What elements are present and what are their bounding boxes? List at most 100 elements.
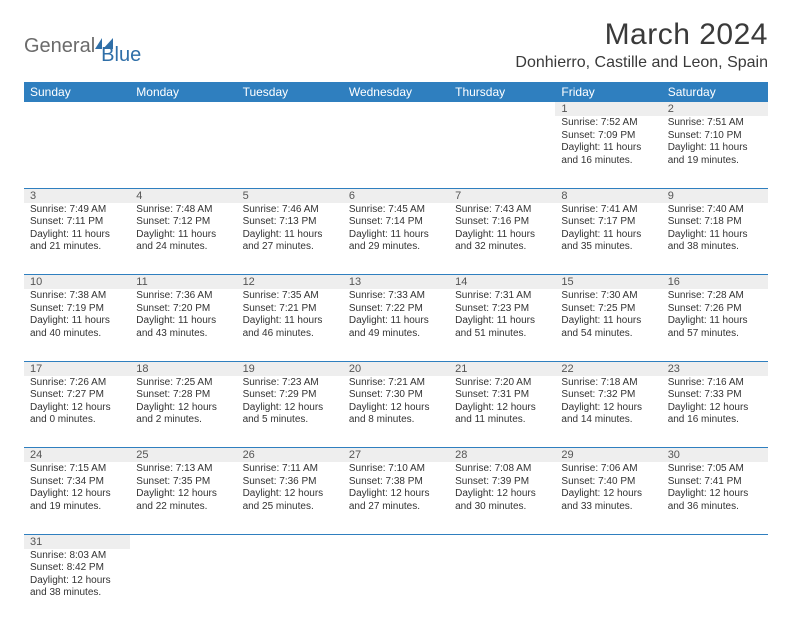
day-details: Sunrise: 7:49 AMSunset: 7:11 PMDaylight:… — [24, 203, 130, 257]
day-body-cell: Sunrise: 7:31 AMSunset: 7:23 PMDaylight:… — [449, 289, 555, 361]
day-body-cell: Sunrise: 7:30 AMSunset: 7:25 PMDaylight:… — [555, 289, 661, 361]
location: Donhierro, Castille and Leon, Spain — [515, 54, 768, 72]
day-number-cell: 4 — [130, 188, 236, 203]
day-number-cell: 11 — [130, 275, 236, 290]
day-body-cell: Sunrise: 7:13 AMSunset: 7:35 PMDaylight:… — [130, 462, 236, 534]
weekday-header-row: Sunday Monday Tuesday Wednesday Thursday… — [24, 82, 768, 102]
day-number-cell: 12 — [237, 275, 343, 290]
day-details: Sunrise: 7:21 AMSunset: 7:30 PMDaylight:… — [343, 376, 449, 430]
day-number-cell — [449, 102, 555, 116]
day-details: Sunrise: 7:23 AMSunset: 7:29 PMDaylight:… — [237, 376, 343, 430]
day-body-cell: Sunrise: 7:25 AMSunset: 7:28 PMDaylight:… — [130, 376, 236, 448]
day-body-cell: Sunrise: 8:03 AMSunset: 8:42 PMDaylight:… — [24, 549, 130, 621]
day-number-cell: 24 — [24, 448, 130, 463]
month-title: March 2024 — [515, 18, 768, 52]
day-number-row: 24252627282930 — [24, 448, 768, 463]
day-details: Sunrise: 7:45 AMSunset: 7:14 PMDaylight:… — [343, 203, 449, 257]
day-details: Sunrise: 7:52 AMSunset: 7:09 PMDaylight:… — [555, 116, 661, 170]
logo-text-general: General — [24, 35, 95, 58]
day-body-cell: Sunrise: 7:46 AMSunset: 7:13 PMDaylight:… — [237, 203, 343, 275]
day-details: Sunrise: 7:06 AMSunset: 7:40 PMDaylight:… — [555, 462, 661, 516]
day-body-cell — [24, 116, 130, 188]
day-details: Sunrise: 7:51 AMSunset: 7:10 PMDaylight:… — [662, 116, 768, 170]
day-details: Sunrise: 7:28 AMSunset: 7:26 PMDaylight:… — [662, 289, 768, 343]
day-details: Sunrise: 7:15 AMSunset: 7:34 PMDaylight:… — [24, 462, 130, 516]
day-number-cell: 30 — [662, 448, 768, 463]
day-details: Sunrise: 7:18 AMSunset: 7:32 PMDaylight:… — [555, 376, 661, 430]
weekday-header: Sunday — [24, 82, 130, 102]
logo-text-blue: Blue — [101, 44, 141, 67]
day-body-cell: Sunrise: 7:21 AMSunset: 7:30 PMDaylight:… — [343, 376, 449, 448]
day-details: Sunrise: 7:48 AMSunset: 7:12 PMDaylight:… — [130, 203, 236, 257]
day-number-row: 10111213141516 — [24, 275, 768, 290]
day-number-cell: 17 — [24, 361, 130, 376]
day-number-cell: 10 — [24, 275, 130, 290]
day-body-cell: Sunrise: 7:16 AMSunset: 7:33 PMDaylight:… — [662, 376, 768, 448]
day-body-cell: Sunrise: 7:41 AMSunset: 7:17 PMDaylight:… — [555, 203, 661, 275]
day-details: Sunrise: 7:10 AMSunset: 7:38 PMDaylight:… — [343, 462, 449, 516]
day-details: Sunrise: 7:38 AMSunset: 7:19 PMDaylight:… — [24, 289, 130, 343]
day-number-cell: 15 — [555, 275, 661, 290]
day-number-cell: 6 — [343, 188, 449, 203]
day-number-row: 3456789 — [24, 188, 768, 203]
day-details: Sunrise: 7:16 AMSunset: 7:33 PMDaylight:… — [662, 376, 768, 430]
day-details: Sunrise: 7:36 AMSunset: 7:20 PMDaylight:… — [130, 289, 236, 343]
day-details: Sunrise: 7:30 AMSunset: 7:25 PMDaylight:… — [555, 289, 661, 343]
day-number-cell: 26 — [237, 448, 343, 463]
day-body-row: Sunrise: 7:52 AMSunset: 7:09 PMDaylight:… — [24, 116, 768, 188]
day-body-row: Sunrise: 7:26 AMSunset: 7:27 PMDaylight:… — [24, 376, 768, 448]
day-body-cell: Sunrise: 7:26 AMSunset: 7:27 PMDaylight:… — [24, 376, 130, 448]
day-body-cell: Sunrise: 7:08 AMSunset: 7:39 PMDaylight:… — [449, 462, 555, 534]
day-body-row: Sunrise: 8:03 AMSunset: 8:42 PMDaylight:… — [24, 549, 768, 621]
day-details: Sunrise: 7:31 AMSunset: 7:23 PMDaylight:… — [449, 289, 555, 343]
day-body-cell — [449, 116, 555, 188]
day-details: Sunrise: 7:26 AMSunset: 7:27 PMDaylight:… — [24, 376, 130, 430]
day-number-cell: 13 — [343, 275, 449, 290]
day-number-cell — [24, 102, 130, 116]
day-body-cell: Sunrise: 7:23 AMSunset: 7:29 PMDaylight:… — [237, 376, 343, 448]
day-body-cell: Sunrise: 7:36 AMSunset: 7:20 PMDaylight:… — [130, 289, 236, 361]
day-number-cell — [555, 534, 661, 549]
day-number-row: 17181920212223 — [24, 361, 768, 376]
day-number-row: 12 — [24, 102, 768, 116]
day-number-cell: 21 — [449, 361, 555, 376]
day-number-cell — [130, 534, 236, 549]
day-details: Sunrise: 7:25 AMSunset: 7:28 PMDaylight:… — [130, 376, 236, 430]
day-number-cell: 9 — [662, 188, 768, 203]
day-details: Sunrise: 7:40 AMSunset: 7:18 PMDaylight:… — [662, 203, 768, 257]
day-body-cell: Sunrise: 7:51 AMSunset: 7:10 PMDaylight:… — [662, 116, 768, 188]
day-details: Sunrise: 7:13 AMSunset: 7:35 PMDaylight:… — [130, 462, 236, 516]
day-number-cell: 3 — [24, 188, 130, 203]
day-number-cell: 23 — [662, 361, 768, 376]
calendar-table: Sunday Monday Tuesday Wednesday Thursday… — [24, 82, 768, 621]
day-body-cell — [343, 549, 449, 621]
day-number-cell: 22 — [555, 361, 661, 376]
day-body-cell: Sunrise: 7:45 AMSunset: 7:14 PMDaylight:… — [343, 203, 449, 275]
day-body-cell: Sunrise: 7:28 AMSunset: 7:26 PMDaylight:… — [662, 289, 768, 361]
day-body-row: Sunrise: 7:49 AMSunset: 7:11 PMDaylight:… — [24, 203, 768, 275]
day-body-cell: Sunrise: 7:20 AMSunset: 7:31 PMDaylight:… — [449, 376, 555, 448]
weekday-header: Saturday — [662, 82, 768, 102]
day-details: Sunrise: 7:35 AMSunset: 7:21 PMDaylight:… — [237, 289, 343, 343]
weekday-header: Monday — [130, 82, 236, 102]
logo: General Blue — [24, 18, 141, 67]
day-body-cell — [130, 116, 236, 188]
day-body-cell: Sunrise: 7:38 AMSunset: 7:19 PMDaylight:… — [24, 289, 130, 361]
day-body-cell: Sunrise: 7:49 AMSunset: 7:11 PMDaylight:… — [24, 203, 130, 275]
day-body-cell: Sunrise: 7:40 AMSunset: 7:18 PMDaylight:… — [662, 203, 768, 275]
day-details: Sunrise: 7:11 AMSunset: 7:36 PMDaylight:… — [237, 462, 343, 516]
day-body-row: Sunrise: 7:38 AMSunset: 7:19 PMDaylight:… — [24, 289, 768, 361]
day-body-cell: Sunrise: 7:48 AMSunset: 7:12 PMDaylight:… — [130, 203, 236, 275]
day-body-cell — [237, 116, 343, 188]
day-body-cell: Sunrise: 7:52 AMSunset: 7:09 PMDaylight:… — [555, 116, 661, 188]
day-number-cell — [449, 534, 555, 549]
weekday-header: Friday — [555, 82, 661, 102]
day-number-cell: 8 — [555, 188, 661, 203]
day-number-cell: 2 — [662, 102, 768, 116]
day-details: Sunrise: 7:20 AMSunset: 7:31 PMDaylight:… — [449, 376, 555, 430]
day-number-cell: 18 — [130, 361, 236, 376]
day-details: Sunrise: 7:41 AMSunset: 7:17 PMDaylight:… — [555, 203, 661, 257]
day-body-cell: Sunrise: 7:43 AMSunset: 7:16 PMDaylight:… — [449, 203, 555, 275]
day-number-cell — [237, 102, 343, 116]
day-body-cell — [130, 549, 236, 621]
